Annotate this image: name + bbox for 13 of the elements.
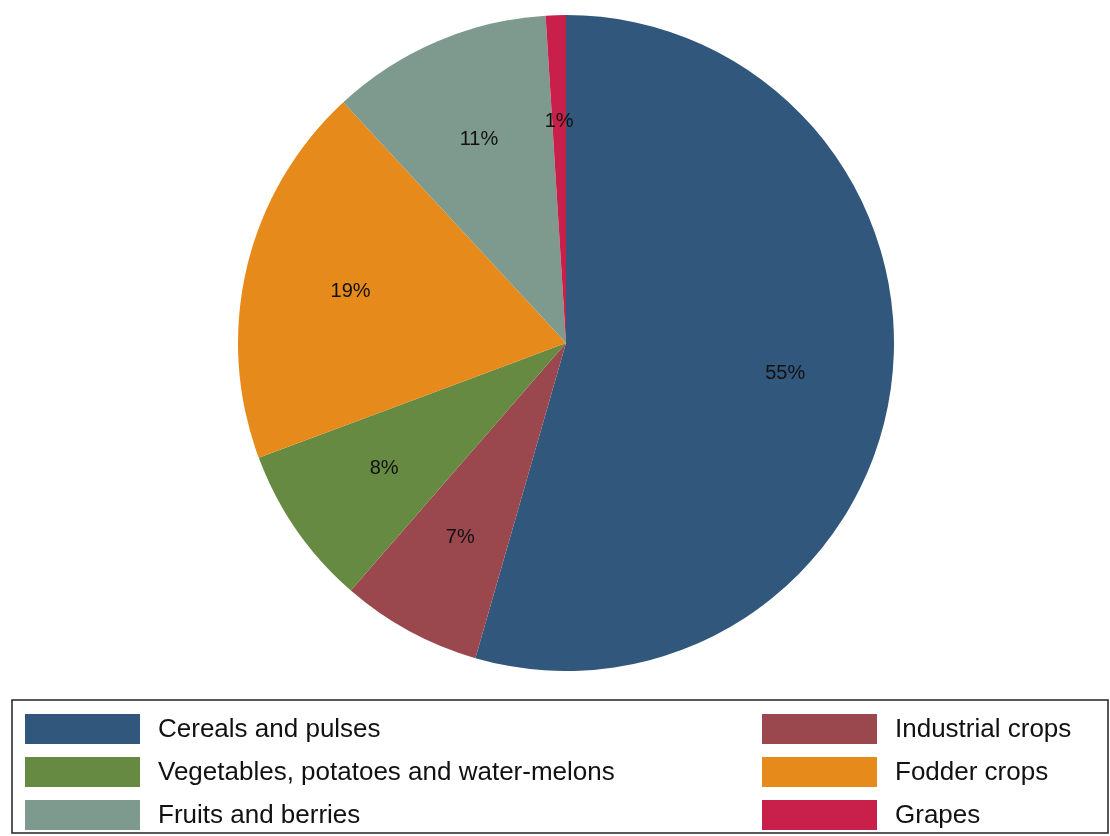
data-label: 11% — [459, 126, 499, 149]
pie-slice — [350, 343, 566, 659]
data-label: 8% — [369, 456, 399, 479]
data-label: 19% — [330, 279, 371, 302]
legend-label: Industrial crops — [895, 712, 1072, 743]
pie-slice — [258, 343, 566, 591]
legend-label: Fruits and berries — [158, 798, 361, 829]
legend-label: Grapes — [895, 798, 981, 829]
data-label: 7% — [445, 524, 475, 547]
legend-label: Cereals and pulses — [158, 712, 381, 743]
legend-label: Fodder crops — [895, 755, 1049, 786]
legend-label: Vegetables, potatoes and water-melons — [158, 755, 615, 786]
data-label: 55% — [765, 361, 806, 384]
